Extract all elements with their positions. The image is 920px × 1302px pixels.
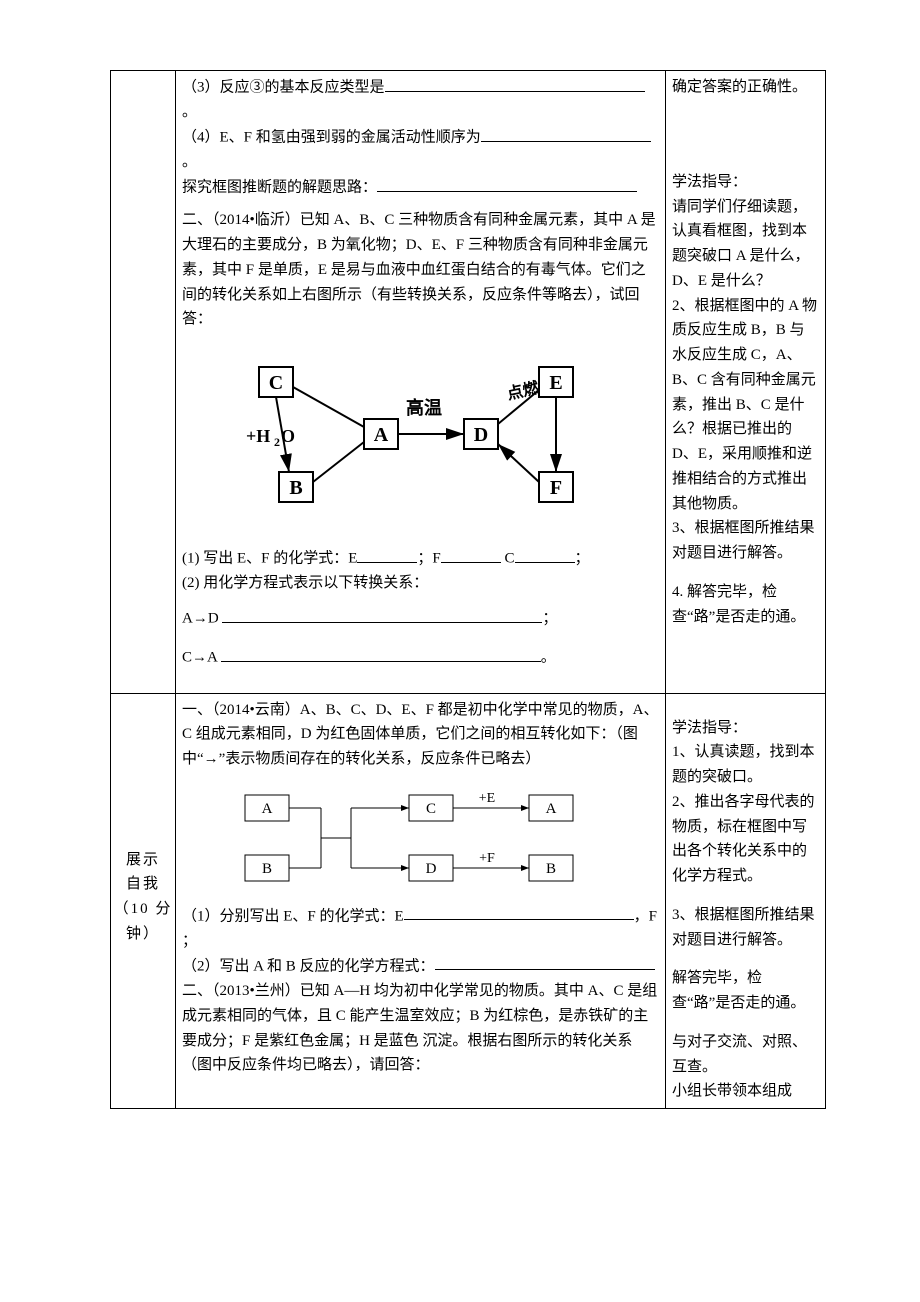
row2-left-l3: （10 分 [114,897,173,922]
r2-q2-line: （2）写出 A 和 B 反应的化学方程式： [182,954,659,979]
r2-g1: 1、认真读题，找到本题的突破口。 [672,740,819,790]
ad-prefix: A→D [182,611,222,627]
table-row: （3）反应③的基本反应类型是 。 （4）E、F 和氢由强到弱的金属活动性顺序为 … [111,71,826,694]
ad-line: A→D ； [182,606,659,631]
ca-blank[interactable] [221,645,541,662]
svg-text:B: B [545,861,555,877]
p2-q1-line: (1) 写出 E、F 的化学式：E ；F C ； [182,546,659,571]
r1-g4: 4. 解答完毕，检查“路”是否走的通。 [672,580,819,630]
diagram1-svg: C B A D E F +H [226,342,616,532]
spacer [182,671,659,689]
p2-q2-line: (2) 用化学方程式表示以下转换关系： [182,571,659,596]
worksheet-page: （3）反应③的基本反应类型是 。 （4）E、F 和氢由强到弱的金属活动性顺序为 … [0,0,920,1302]
svg-text:+H: +H [246,426,270,446]
row1-left-cell [111,71,176,694]
q4-prefix: （4）E、F 和氢由强到弱的金属活动性顺序为 [182,130,481,146]
r1-g1: 请同学们仔细读题，认真看框图，找到本题突破口 A 是什么，D、E 是什么？ [672,195,819,294]
svg-text:F: F [549,477,561,499]
q4-line: （4）E、F 和氢由强到弱的金属活动性顺序为 [182,125,659,150]
ad-tail: ； [542,611,557,627]
explore-line: 探究框图推断题的解题思路： [182,175,659,200]
diagram1-wrap: C B A D E F +H [182,342,659,532]
ca-prefix: C→A [182,650,221,666]
r2-q2-blank[interactable] [435,954,655,971]
svg-text:A: A [261,801,272,817]
row2-right-cell: 学法指导： 1、认真读题，找到本题的突破口。 2、推出各字母代表的物质，标在框图… [666,693,826,1109]
svg-text:高温: 高温 [406,397,442,418]
ad-blank[interactable] [222,606,542,623]
svg-text:2: 2 [274,435,280,449]
ca-tail: 。 [541,650,556,666]
spacer [672,952,819,966]
r2-p2-intro: 二、（2013•兰州）已知 A—H 均为初中化学常见的物质。其中 A、C 是组成… [182,979,659,1078]
svg-text:E: E [549,372,562,394]
q3-line: （3）反应③的基本反应类型是 [182,75,659,100]
svg-text:D: D [473,424,487,446]
row2-left-l4: 钟） [126,922,160,947]
ca-line: C→A 。 [182,645,659,670]
spacer [182,631,659,645]
q4-blank[interactable] [481,125,651,142]
p2-q1-mid1: ；F [417,551,440,567]
r2-g5: 与对子交流、对照、互查。 [672,1030,819,1080]
spacer [672,889,819,903]
p2-q1-tail: ； [575,551,590,567]
explore-blank[interactable] [377,175,637,192]
spacer [672,1016,819,1030]
row2-mid-cell: 一、（2014•云南）A、B、C、D、E、F 都是初中化学中常见的物质，A、C … [176,693,666,1109]
r2-g4: 解答完毕，检查“路”是否走的通。 [672,966,819,1016]
r2-q1-blank-e[interactable] [404,904,634,921]
svg-text:+F: +F [479,851,495,866]
r2-g6: 小组长带领本组成 [672,1079,819,1104]
r2-q1-line: （1）分别写出 E、F 的化学式：E ，F [182,904,659,929]
row2-left-label: 展示 自我 （10 分 钟） [117,698,169,947]
r1-line1: 确定答案的正确性。 [672,75,819,100]
table-row: 展示 自我 （10 分 钟） 一、（2014•云南）A、B、C、D、E、F 都是… [111,693,826,1109]
q4-period: 。 [182,150,659,175]
p2-q1-mid2: C [501,551,515,567]
row2-left-cell: 展示 自我 （10 分 钟） [111,693,176,1109]
r2-q1-prefix: （1）分别写出 E、F 的化学式：E [182,908,404,924]
svg-text:D: D [425,861,436,877]
q3-blank[interactable] [385,75,645,92]
main-table: （3）反应③的基本反应类型是 。 （4）E、F 和氢由强到弱的金属活动性顺序为 … [110,70,826,1109]
spacer [672,566,819,580]
r2-g2: 2、推出各字母代表的物质，标在框图中写出各个转化关系中的化学方程式。 [672,790,819,889]
r2-q1-tail: ，F [634,908,657,924]
p2-q1-blank-c[interactable] [515,546,575,563]
svg-text:C: C [268,372,282,394]
p2-q1-prefix: (1) 写出 E、F 的化学式：E [182,551,357,567]
spacer [672,100,819,170]
row2-left-l1: 展示 [126,848,160,873]
r2-g3: 3、根据框图所推结果对题目进行解答。 [672,903,819,953]
svg-text:A: A [373,424,388,446]
spacer [182,200,659,208]
spacer [672,698,819,716]
r2-q1-colon: ； [182,929,659,954]
r1-g3: 3、根据框图所推结果对题目进行解答。 [672,516,819,566]
q3-period: 。 [182,100,659,125]
row2-left-l2: 自我 [126,872,160,897]
row1-mid-cell: （3）反应③的基本反应类型是 。 （4）E、F 和氢由强到弱的金属活动性顺序为 … [176,71,666,694]
svg-text:A: A [545,801,556,817]
p2-q1-blank-e[interactable] [357,546,417,563]
r1-guide-head: 学法指导： [672,170,819,195]
problem2-intro: 二、（2014•临沂）已知 A、B、C 三种物质含有同种金属元素，其中 A 是大… [182,208,659,332]
spacer [182,596,659,606]
svg-text:+E: +E [478,791,494,806]
r1-g2: 2、根据框图中的 A 物质反应生成 B，B 与水反应生成 C，A、B、C 含有同… [672,294,819,517]
p2-q1-blank-f[interactable] [441,546,501,563]
svg-text:C: C [425,801,435,817]
explore-prefix: 探究框图推断题的解题思路： [182,180,377,196]
q3-prefix: （3）反应③的基本反应类型是 [182,80,385,96]
r2-guide-head: 学法指导： [672,716,819,741]
r2-q2-prefix: （2）写出 A 和 B 反应的化学方程式： [182,958,435,974]
svg-text:B: B [289,477,302,499]
row1-right-cell: 确定答案的正确性。 学法指导： 请同学们仔细读题，认真看框图，找到本题突破口 A… [666,71,826,694]
r2-p1-intro: 一、（2014•云南）A、B、C、D、E、F 都是初中化学中常见的物质，A、C … [182,698,659,772]
svg-text:B: B [261,861,271,877]
diagram2-svg: A B C D [221,778,621,898]
diagram2-wrap: A B C D [182,778,659,898]
svg-text:点燃: 点燃 [505,378,541,403]
